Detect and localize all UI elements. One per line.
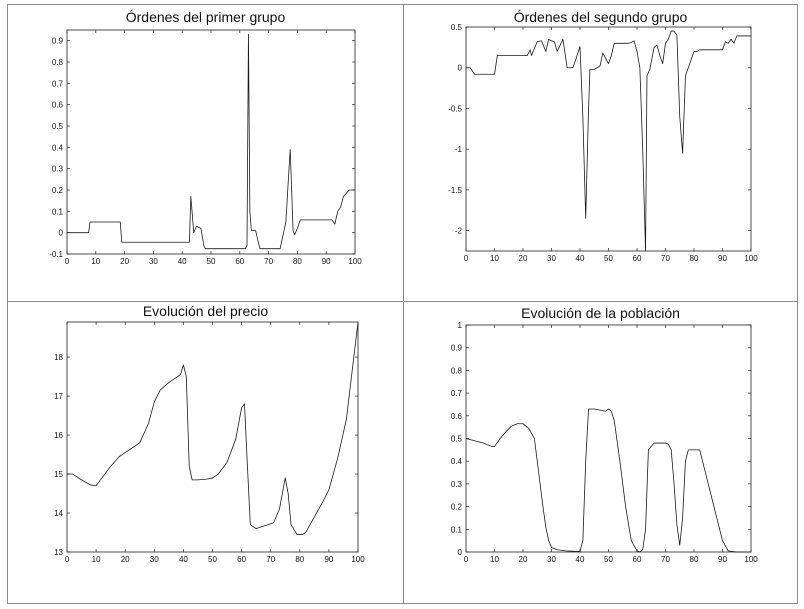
x-tick-label: 50 (208, 555, 217, 564)
x-tick-label: 20 (519, 254, 528, 263)
y-tick-label: 0.5 (451, 23, 463, 32)
x-tick-label: 80 (690, 555, 699, 564)
x-tick-label: 70 (661, 555, 670, 564)
x-tick-label: 0 (464, 254, 469, 263)
x-tick-label: 60 (237, 555, 246, 564)
y-tick-label: 0.9 (451, 344, 463, 353)
axes-frame (465, 324, 752, 553)
y-tick-label: 0.9 (52, 37, 64, 46)
x-tick-label: 40 (576, 555, 585, 564)
x-tick-label: 50 (207, 257, 216, 266)
x-tick-label: 30 (149, 257, 158, 266)
y-tick-label: 0.7 (451, 389, 463, 398)
x-tick-label: 100 (744, 254, 758, 263)
x-tick-label: 30 (150, 555, 159, 564)
y-tick-label: 0.8 (52, 58, 64, 67)
y-tick-label: 0.3 (451, 480, 463, 489)
series-line (466, 30, 751, 252)
chart-panel-2: Órdenes del segundo grupo (403, 4, 798, 302)
x-tick-label: 50 (604, 254, 613, 263)
x-tick-label: 80 (295, 555, 304, 564)
chart-plot-1: 0 10 20 30 40 50 60 70 80 90 100-0.100.10.20.30.40… (49, 29, 362, 266)
x-tick-label: 60 (633, 254, 642, 263)
x-tick-label: 90 (322, 257, 331, 266)
y-tick-label: 0.4 (451, 457, 463, 466)
x-tick-label: 80 (690, 254, 699, 263)
x-tick-label: 50 (604, 555, 613, 564)
y-tick-label: 18 (54, 353, 63, 362)
x-tick-label: 90 (324, 555, 333, 564)
y-tick-label: 0.5 (52, 122, 64, 131)
y-tick-label: -1.5 (448, 186, 462, 195)
y-tick-label: -2 (455, 227, 463, 236)
y-tick-label: 16 (54, 431, 63, 440)
y-tick-label: 0.6 (52, 101, 64, 110)
x-tick-label: 100 (744, 555, 758, 564)
y-tick-label: -0.5 (448, 104, 462, 113)
y-tick-label: 0.2 (451, 503, 463, 512)
y-tick-label: 0.7 (52, 79, 64, 88)
x-tick-label: 0 (464, 555, 469, 564)
y-tick-label: 13 (54, 548, 63, 557)
series-line (67, 33, 355, 250)
chart-title-3: Evolución del precio (142, 303, 269, 319)
x-tick-label: 10 (490, 555, 499, 564)
y-tick-label: 0.8 (451, 366, 463, 375)
chart-title-4: Evolución de la población (521, 305, 680, 321)
x-tick-label: 10 (490, 254, 499, 263)
y-tick-label: 15 (54, 470, 63, 479)
y-tick-label: 17 (54, 392, 63, 401)
series-line (67, 321, 359, 535)
y-tick-label: 0.1 (52, 207, 64, 216)
x-tick-label: 40 (179, 555, 188, 564)
x-tick-label: 20 (120, 257, 129, 266)
y-tick-label: 0 (59, 229, 64, 238)
x-tick-label: 0 (65, 257, 70, 266)
chart-plot-2: 0 10 20 30 40 50 60 70 80 90 100 -2 -1.5 -1 -0.5 0 0.5 (448, 23, 758, 263)
x-tick-label: 60 (633, 555, 642, 564)
x-tick-label: 80 (293, 257, 302, 266)
y-tick-label: 0.6 (451, 412, 463, 421)
y-tick-label: 0.5 (451, 435, 463, 444)
x-tick-label: 70 (264, 257, 273, 266)
y-tick-label: -0.1 (49, 250, 63, 259)
y-tick-label: 0.2 (52, 186, 64, 195)
x-tick-label: 70 (661, 254, 670, 263)
chart-title-2: Órdenes del segundo grupo (513, 9, 688, 25)
x-tick-label: 90 (718, 254, 727, 263)
axes-frame (465, 26, 752, 252)
x-tick-label: 20 (519, 555, 528, 564)
x-tick-label: 30 (547, 555, 556, 564)
y-tick-label: 0.3 (52, 165, 64, 174)
y-tick-label: 0.4 (52, 143, 64, 152)
chart-panel-3: Evolución del precio (7, 301, 404, 604)
x-tick-label: 0 (65, 555, 70, 564)
x-tick-label: 100 (348, 257, 362, 266)
x-tick-label: 10 (92, 555, 101, 564)
y-tick-label: 0 (458, 548, 463, 557)
chart-title-1: Órdenes del primer grupo (125, 9, 286, 25)
x-tick-label: 70 (266, 555, 275, 564)
x-tick-label: 30 (547, 254, 556, 263)
x-tick-label: 60 (235, 257, 244, 266)
y-tick-label: 1 (458, 321, 463, 330)
x-tick-label: 10 (91, 257, 100, 266)
y-tick-label: 0 (458, 64, 463, 73)
axes-frame (66, 29, 356, 255)
y-tick-label: 14 (54, 509, 63, 518)
chart-plot-4: 0 10 20 30 40 50 60 70 80 90 100 0 0.1 0.2 0.3 0.4 0.5 0.… (451, 321, 758, 564)
chart-panel-4: Evolución de la población (403, 301, 798, 604)
x-tick-label: 100 (351, 555, 365, 564)
chart-plot-3: 0 10 20 30 40 50 60 70 80 90 100 13 14 15 16 17 18 (54, 321, 365, 564)
chart-panel-1: Órdenes del primer grupo (7, 4, 404, 302)
x-tick-label: 40 (178, 257, 187, 266)
x-tick-label: 20 (121, 555, 130, 564)
series-line (465, 408, 751, 553)
x-tick-label: 90 (718, 555, 727, 564)
x-tick-label: 40 (576, 254, 585, 263)
y-tick-label: 0.1 (451, 525, 463, 534)
y-tick-label: -1 (455, 145, 463, 154)
